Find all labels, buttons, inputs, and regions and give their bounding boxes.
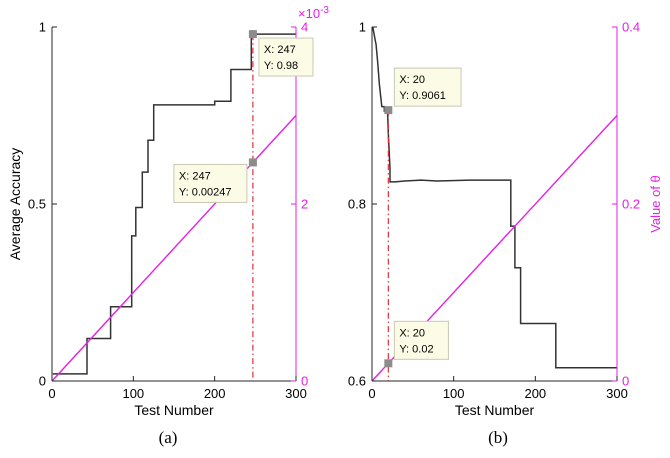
x-tick-label: 300 xyxy=(606,386,628,401)
datatip-text: X: 247 xyxy=(179,170,211,182)
y2-tick-label: 0 xyxy=(622,374,629,389)
x-tick-label: 200 xyxy=(204,386,226,401)
datatip-box xyxy=(173,163,248,203)
x-axis-title: Test Number xyxy=(455,402,535,418)
y-axis-title: Average Accuracy xyxy=(7,148,23,261)
datatip-text: X: 247 xyxy=(264,44,296,56)
plot-area xyxy=(52,27,296,381)
datatip-box xyxy=(393,67,462,107)
datatip: X: 247 Y: 0.00247 xyxy=(173,158,257,203)
x-tick-label: 0 xyxy=(48,386,55,401)
x-tick-label: 100 xyxy=(122,386,144,401)
y-tick-label: 1 xyxy=(39,20,46,35)
x-tick-label: 300 xyxy=(285,386,307,401)
datatip-text: X: 20 xyxy=(399,74,425,86)
y2-tick-label: 0.2 xyxy=(622,197,640,212)
datatip-box xyxy=(258,37,314,77)
y-tick-label: 0.5 xyxy=(28,197,46,212)
x-tick-label: 200 xyxy=(524,386,546,401)
y2-tick-label: 0 xyxy=(301,374,308,389)
panel-caption: (a) xyxy=(159,428,178,447)
y2-tick-label: 4 xyxy=(301,20,308,35)
x-axis-title: Test Number xyxy=(134,402,214,418)
datatip-marker xyxy=(384,359,393,368)
y-tick-label: 0 xyxy=(39,374,46,389)
y2-exponent-base: ×10 xyxy=(298,6,320,21)
datatip-text: Y: 0.98 xyxy=(264,60,298,72)
datatip-marker xyxy=(384,106,393,115)
y-tick-label: 0.8 xyxy=(348,197,366,212)
panel-caption: (b) xyxy=(488,428,508,447)
accuracy-line xyxy=(52,33,296,375)
accuracy-line xyxy=(372,26,617,369)
datatip-marker xyxy=(248,158,257,167)
datatip: X: 247 Y: 0.98 xyxy=(248,30,314,77)
datatip-box xyxy=(393,320,449,360)
datatip-text: Y: 0.02 xyxy=(399,343,433,355)
datatip-text: Y: 0.9061 xyxy=(399,90,446,102)
y2-exponent-power: -3 xyxy=(320,5,329,16)
y2-exponent-label: ×10-3 xyxy=(298,5,329,21)
y2-tick-label: 0.4 xyxy=(622,20,640,35)
datatip: X: 20 Y: 0.02 xyxy=(384,320,449,368)
datatip-marker xyxy=(248,30,257,39)
datatip: X: 20 Y: 0.9061 xyxy=(384,67,462,115)
x-tick-label: 0 xyxy=(368,386,375,401)
y2-tick-label: 2 xyxy=(301,197,308,212)
y-tick-label: 0.6 xyxy=(348,374,366,389)
x-tick-label: 100 xyxy=(443,386,465,401)
panel-b: 0 100 200 300 0.6 0.8 1 0 0.2 0.4 Test Number Value… xyxy=(348,20,663,448)
y2-axis-title: Value of θ xyxy=(648,175,663,233)
datatip-text: X: 20 xyxy=(399,327,425,339)
y-tick-label: 1 xyxy=(359,20,366,35)
datatip-text: Y: 0.00247 xyxy=(179,186,232,198)
